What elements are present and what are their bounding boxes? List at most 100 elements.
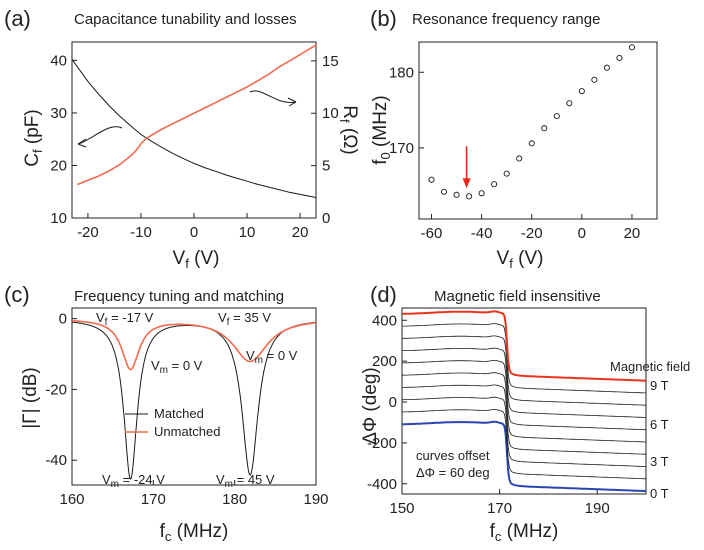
x-tick-label: 10 <box>239 224 256 241</box>
phase-curve <box>401 347 647 418</box>
y-tick-label: 180 <box>389 64 414 81</box>
y2-tick-label: 15 <box>322 53 339 70</box>
f0-data-point <box>516 155 523 162</box>
y2-tick-label: 5 <box>322 158 330 175</box>
x-tick-label: -60 <box>421 225 443 242</box>
y-tick-label: 400 <box>372 312 397 329</box>
panel-d-field-6T: 6 T <box>650 417 669 432</box>
f0-data-point <box>616 54 623 61</box>
y-tick-label: 0 <box>59 311 67 328</box>
y-tick-label: -20 <box>45 381 67 398</box>
panel-d-field-9T: 9 T <box>650 378 669 393</box>
x-tick-label: 20 <box>292 224 309 241</box>
panel-b-ticks: -60 -40 -20 0 20 170 180 <box>389 64 640 242</box>
y-tick-label: -200 <box>367 435 397 452</box>
phase-curve <box>402 323 647 394</box>
y-tick-label: 170 <box>389 140 414 157</box>
panel-a-left-arrowhead <box>77 138 87 148</box>
phase-curve-0T <box>402 420 647 493</box>
panel-d-frame <box>401 307 647 495</box>
f0-data-point <box>591 76 598 83</box>
phase-curve <box>402 372 646 443</box>
panel-b-points <box>428 44 635 200</box>
panel-d-field-title: Magnetic field <box>610 359 690 374</box>
f0-data-point <box>603 64 610 71</box>
panel-a-right-arrow <box>249 90 297 103</box>
panel-a-ylabel: Cf (pF) <box>22 109 45 166</box>
panel-d-label: (d) <box>370 282 397 307</box>
panel-c-frame <box>71 307 317 486</box>
panel-d-note-line1: curves offset <box>416 448 490 463</box>
y-tick-label: -40 <box>45 452 67 469</box>
f0-data-point <box>491 181 498 188</box>
panel-b: (b) Resonance frequency range -60 -40 -20 0… <box>370 6 658 271</box>
y-tick-label: 200 <box>372 353 397 370</box>
x-tick-label: 190 <box>303 491 328 508</box>
rf-series-line <box>77 44 317 186</box>
phase-curve <box>402 396 646 467</box>
x-tick-label: 0 <box>578 225 586 242</box>
x-tick-label: 160 <box>59 491 84 508</box>
panel-a-left-arrow <box>77 126 123 145</box>
cf-series-line <box>71 59 317 198</box>
x-tick-label: 0 <box>190 224 198 241</box>
panel-c-series <box>72 319 317 480</box>
f0-data-point <box>528 140 535 147</box>
panel-d-field-0T: 0 T <box>650 486 669 501</box>
y-tick-label: -400 <box>367 476 397 493</box>
matched-series-line <box>72 321 316 480</box>
y-tick-label: 20 <box>50 157 67 174</box>
panel-b-xlabel: Vf (V) <box>497 248 544 271</box>
f0-data-point <box>441 188 448 195</box>
f0-data-point <box>553 113 560 120</box>
panel-b-label: (b) <box>370 6 397 31</box>
panel-d-ylabel: ΔΦ (deg) <box>360 367 381 444</box>
f0-data-point <box>578 88 585 95</box>
panel-c-annotation-vm-left: Vm = 0 V <box>151 358 203 376</box>
x-tick-label: 190 <box>585 500 610 517</box>
y-tick-label: 10 <box>50 210 67 227</box>
panel-c-annotation-vf-left: Vf = -17 V <box>96 310 154 328</box>
x-tick-label: 180 <box>222 491 247 508</box>
f0-data-point <box>566 100 573 107</box>
phase-curve <box>402 359 646 431</box>
panel-b-frame <box>418 41 658 220</box>
panel-a: (a) Capacitance tunability and losses -2… <box>4 6 360 271</box>
y-tick-label: 30 <box>50 105 67 122</box>
panel-c-xlabel: fc (MHz) <box>160 521 229 544</box>
panel-a-title: Capacitance tunability and losses <box>74 11 297 28</box>
y2-tick-label: 10 <box>322 105 339 122</box>
panel-a-ticks: -20 -10 0 10 20 10 20 30 40 0 5 10 15 <box>50 52 338 241</box>
panel-d: (d) Magnetic field insensitive 150 170 190… <box>360 282 690 544</box>
panel-c-ylabel: |Γ| (dB) <box>20 367 41 429</box>
panel-d-xlabel: fc (MHz) <box>490 521 559 544</box>
panel-c-ticks: 160 170 180 190 -40 -20 0 <box>45 311 328 508</box>
panel-a-right-arrowhead <box>287 97 297 107</box>
panel-c: (c) Frequency tuning and matching 160 170… <box>4 282 329 544</box>
panel-a-series <box>71 44 317 198</box>
f0-data-point <box>503 170 510 177</box>
f0-data-point <box>466 193 473 200</box>
phase-curve <box>402 335 646 406</box>
panel-d-title: Magnetic field insensitive <box>434 288 601 305</box>
x-tick-label: -10 <box>130 224 152 241</box>
panel-d-field-3T: 3 T <box>650 454 669 469</box>
phase-curve <box>401 384 647 455</box>
f0-data-point <box>478 190 485 197</box>
y-tick-label: 0 <box>389 394 397 411</box>
unmatched-series-line <box>72 319 317 371</box>
f0-data-point <box>453 191 460 198</box>
x-tick-label: 150 <box>389 500 414 517</box>
f0-data-point <box>428 176 435 183</box>
panel-a-frame <box>71 41 317 219</box>
panel-a-y2label: Rf (Ω) <box>337 105 360 155</box>
y-tick-label: 40 <box>50 52 67 69</box>
panel-b-title: Resonance frequency range <box>412 11 600 28</box>
phase-curve-9T <box>401 310 647 382</box>
panel-a-xlabel: Vf (V) <box>173 248 220 271</box>
panel-c-annotation-vm-neg24: Vm = -24 V <box>102 472 165 490</box>
phase-curve <box>402 409 646 480</box>
x-tick-label: -20 <box>77 224 99 241</box>
x-tick-label: -20 <box>521 225 543 242</box>
